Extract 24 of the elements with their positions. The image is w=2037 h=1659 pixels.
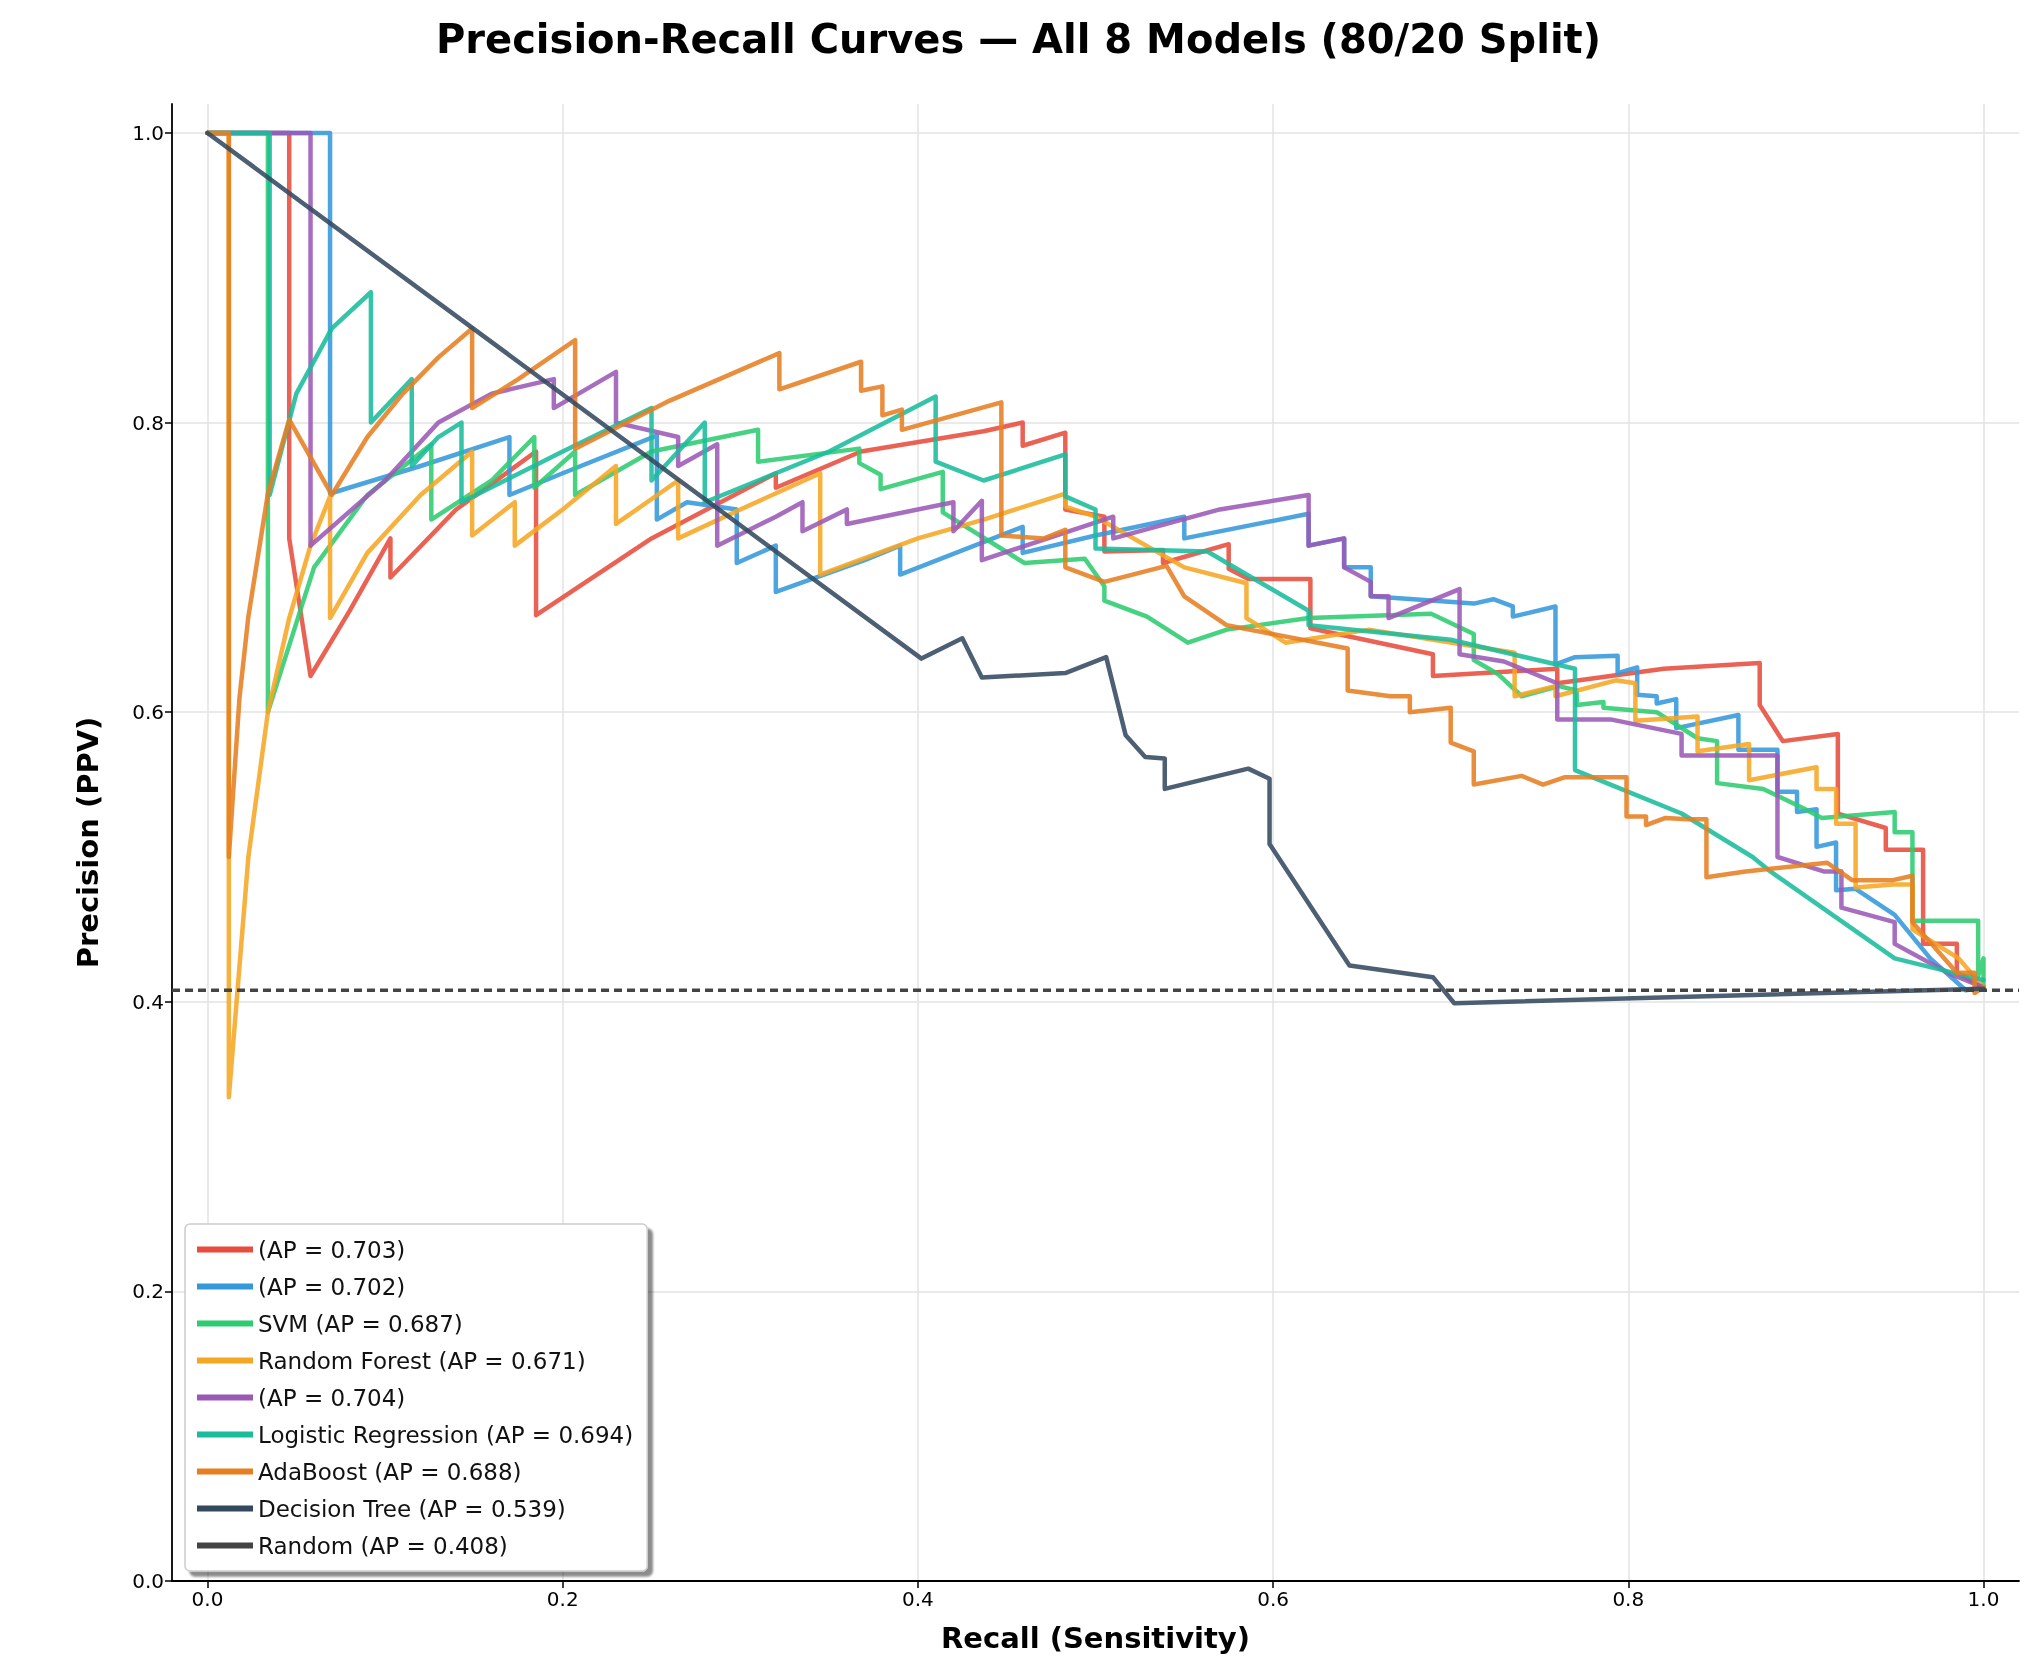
legend-label: AdaBoost (AP = 0.688) (258, 1458, 522, 1485)
y-tick-label: 0.8 (132, 410, 164, 435)
legend-label: Random (AP = 0.408) (258, 1532, 508, 1559)
legend-label: Random Forest (AP = 0.671) (258, 1347, 586, 1374)
x-axis-title: Recall (Sensitivity) (940, 1620, 1251, 1655)
x-tick-label: 0.2 (546, 1587, 579, 1611)
legend-label: (AP = 0.702) (258, 1273, 406, 1300)
y-tick-label: 0.6 (132, 700, 164, 725)
y-tick-label: 0.2 (132, 1279, 164, 1304)
y-tick-label: 0.4 (132, 989, 164, 1014)
y-axis-title: Precision (PPV) (70, 716, 105, 969)
legend-label: SVM (AP = 0.687) (258, 1310, 463, 1337)
legend-label: (AP = 0.703) (258, 1236, 406, 1263)
x-tick-label: 0.8 (1612, 1587, 1645, 1611)
y-tick-label: 0.0 (132, 1569, 164, 1593)
x-tick-label: 0.0 (191, 1587, 224, 1611)
x-tick-label: 0.6 (1257, 1587, 1289, 1611)
x-tick-label: 0.4 (902, 1587, 934, 1611)
legend-label: Decision Tree (AP = 0.539) (258, 1495, 566, 1522)
y-tick-label: 1.0 (132, 120, 164, 145)
chart-title: Precision-Recall Curves — All 8 Models (80/20 Split) (435, 16, 1602, 62)
legend-label: Logistic Regression (AP = 0.694) (258, 1421, 634, 1448)
legend-label: (AP = 0.704) (258, 1384, 406, 1411)
x-tick-label: 1.0 (1967, 1587, 2000, 1611)
